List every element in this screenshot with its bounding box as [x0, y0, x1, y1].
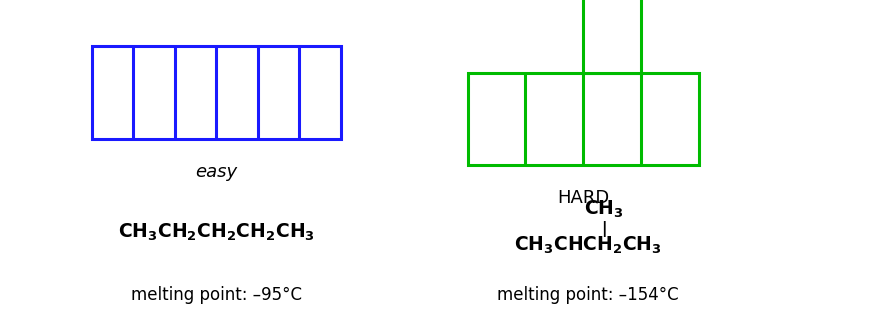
Text: $\mathbf{CH_3CH_2CH_2CH_2CH_3}$: $\mathbf{CH_3CH_2CH_2CH_2CH_3}$: [118, 222, 315, 243]
Text: $\mathbf{CH_3}$: $\mathbf{CH_3}$: [584, 199, 623, 220]
Text: easy: easy: [195, 163, 238, 181]
Text: $\mathbf{CH_3CHCH_2CH_3}$: $\mathbf{CH_3CHCH_2CH_3}$: [514, 235, 662, 256]
Text: |: |: [600, 221, 607, 237]
Bar: [584, 0, 642, 73]
Bar: [468, 73, 699, 165]
Text: melting point: –95°C: melting point: –95°C: [131, 286, 302, 304]
Text: melting point: –154°C: melting point: –154°C: [497, 286, 678, 304]
Bar: [92, 46, 341, 139]
Text: HARD: HARD: [558, 189, 609, 207]
